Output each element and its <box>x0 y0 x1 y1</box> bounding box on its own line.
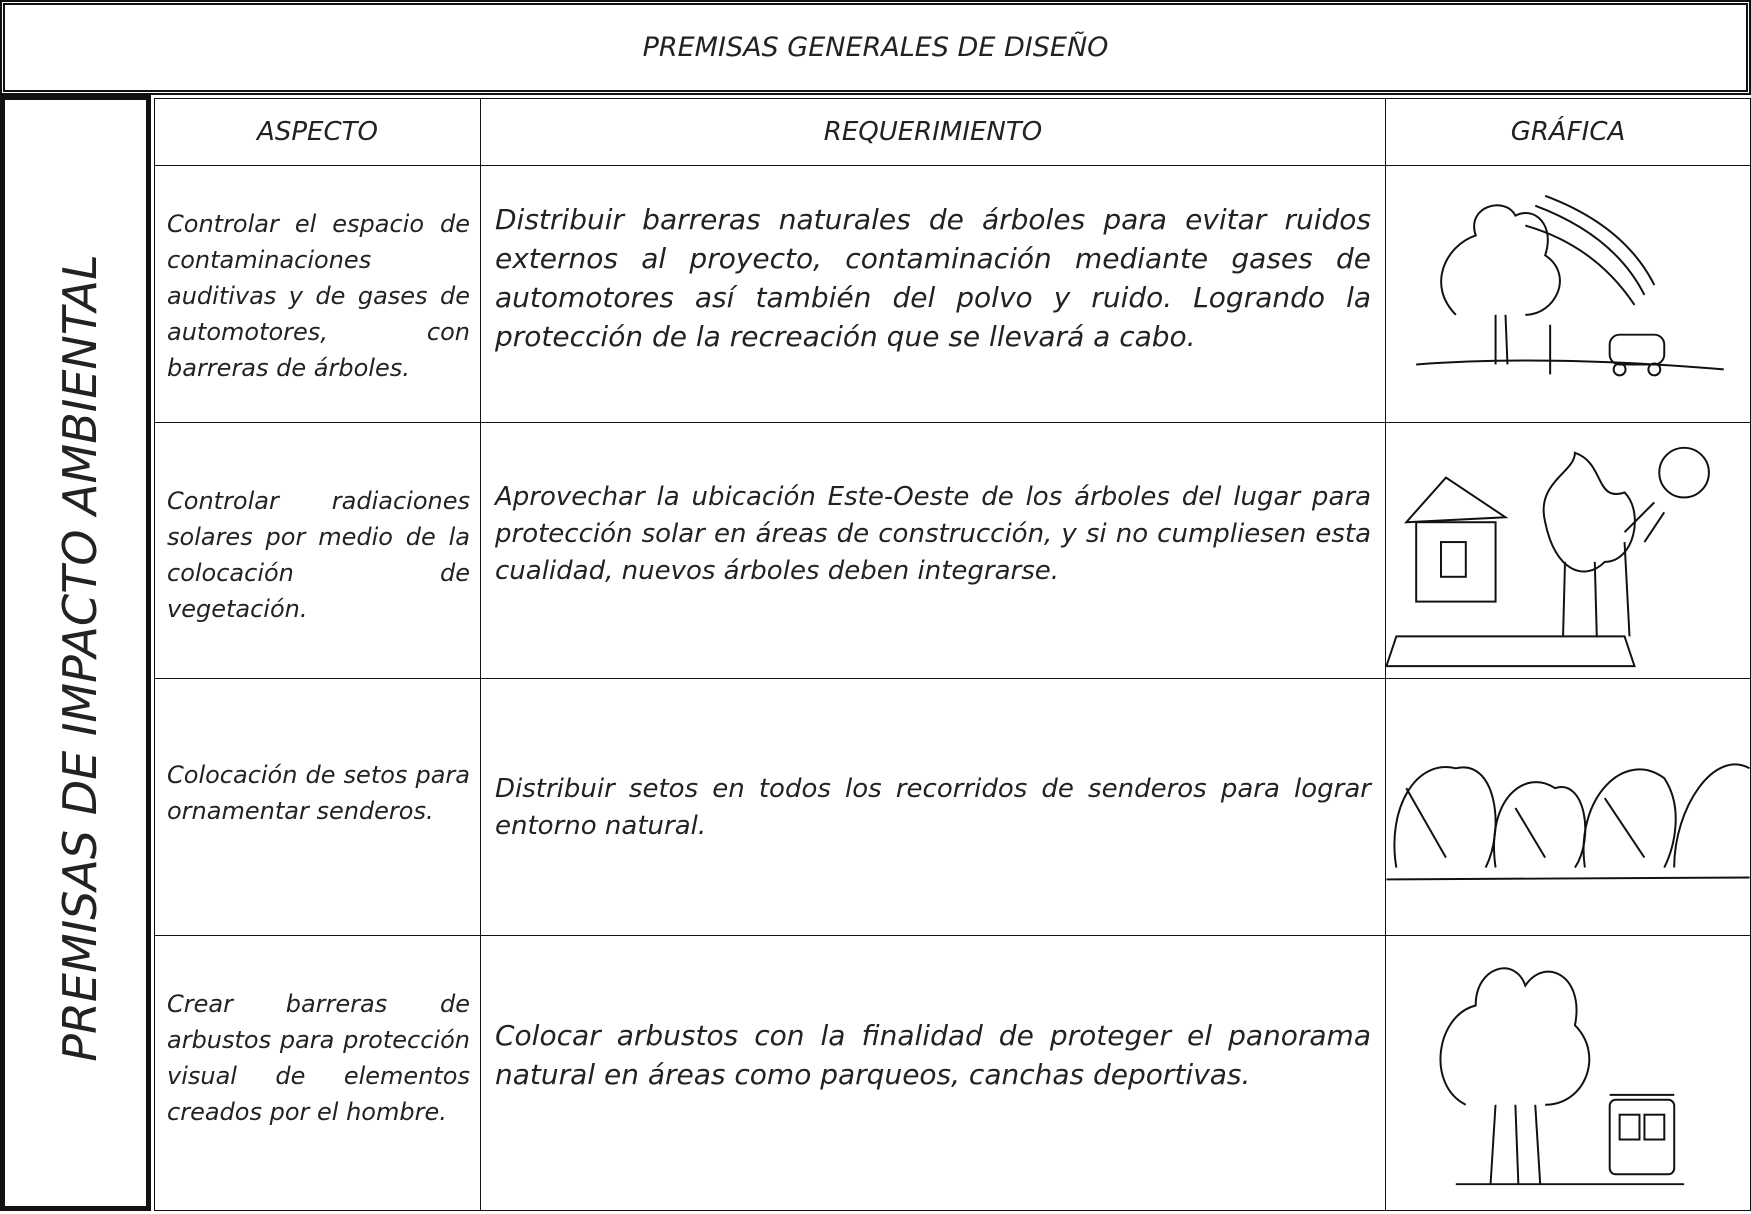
graphic-cell <box>1385 678 1751 936</box>
graphic-cell <box>1385 165 1751 423</box>
requirement-text: Distribuir setos en todos los recorridos… <box>495 774 1371 841</box>
aspect-text: Controlar el espacio de contaminaciones … <box>167 210 470 382</box>
side-label: PREMISAS DE IMPACTO AMBIENTAL <box>53 254 107 1062</box>
sketch <box>1416 194 1724 377</box>
graphic-cell <box>1385 422 1751 679</box>
header-cell: ASPECTO <box>154 98 481 166</box>
header-cell: GRÁFICA <box>1385 98 1751 166</box>
aspect-cell: Controlar radiaciones solares por medio … <box>154 422 481 679</box>
requirement-text: Colocar arbustos con la finalidad de pro… <box>495 1019 1371 1091</box>
requirement-cell: Distribuir setos en todos los recorridos… <box>480 678 1386 936</box>
requirement-cell: Distribuir barreras naturales de árboles… <box>480 165 1386 423</box>
aspect-cell: Colocación de setos para ornamentar send… <box>154 678 481 936</box>
requirement-text: Aprovechar la ubicación Este-Oeste de lo… <box>495 482 1371 586</box>
requirement-text: Distribuir barreras naturales de árboles… <box>495 203 1371 353</box>
requirement-cell: Aprovechar la ubicación Este-Oeste de lo… <box>480 422 1386 679</box>
graphic-cell <box>1385 935 1751 1211</box>
aspect-cell: Controlar el espacio de contaminaciones … <box>154 165 481 423</box>
sketch <box>1386 763 1751 881</box>
sketch <box>1385 446 1710 668</box>
aspect-cell: Crear barreras de arbustos para protecci… <box>154 935 481 1211</box>
side-panel: PREMISAS DE IMPACTO AMBIENTAL <box>0 95 151 1211</box>
requirement-cell: Colocar arbustos con la finalidad de pro… <box>480 935 1386 1211</box>
aspect-text: Colocación de setos para ornamentar send… <box>167 761 470 825</box>
aspect-text: Controlar radiaciones solares por medio … <box>167 487 470 623</box>
sketch <box>1439 967 1685 1186</box>
title: PREMISAS GENERALES DE DISEÑO <box>0 0 1751 95</box>
aspect-text: Crear barreras de arbustos para protecci… <box>167 990 470 1126</box>
header-cell: REQUERIMIENTO <box>480 98 1386 166</box>
